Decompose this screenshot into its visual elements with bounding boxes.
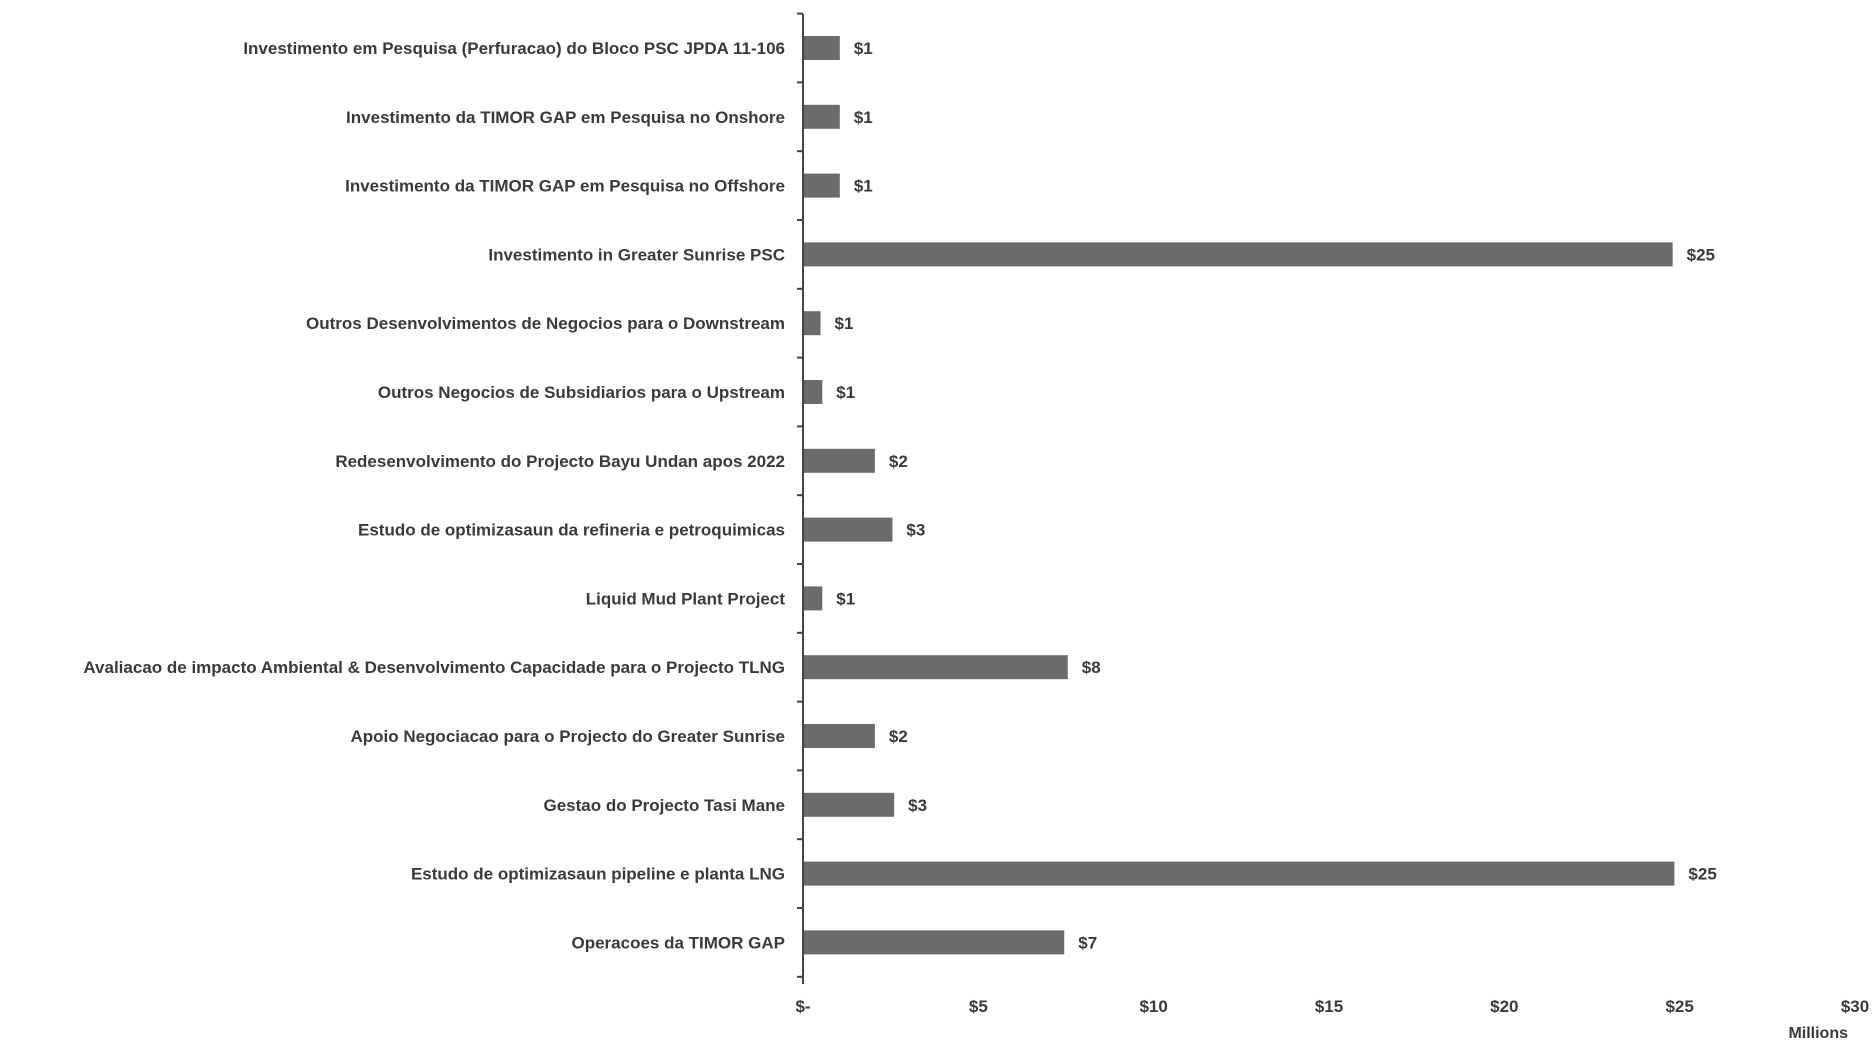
x-tick-label: $30 <box>1841 997 1869 1016</box>
data-label: $1 <box>836 589 855 608</box>
x-tick-label: $5 <box>969 997 988 1016</box>
bar <box>803 861 1675 886</box>
data-label: $2 <box>889 452 908 471</box>
data-label: $2 <box>889 727 908 746</box>
bar <box>803 448 875 473</box>
data-label: $3 <box>906 521 925 540</box>
data-label: $1 <box>854 39 873 58</box>
x-tick-labels: $- $5 $10 $15 $20 $25 $30 <box>795 997 1869 1016</box>
bars-layer <box>803 36 1675 955</box>
x-tick-label: $25 <box>1665 997 1693 1016</box>
category-label: Liquid Mud Plant Project <box>586 589 786 608</box>
x-tick-label: $- <box>795 997 810 1016</box>
category-labels: Investimento em Pesquisa (Perfuracao) do… <box>83 39 785 952</box>
bar <box>803 792 895 817</box>
x-unit-label: Millions <box>1788 1025 1848 1042</box>
data-label: $8 <box>1082 658 1101 677</box>
category-label: Investimento in Greater Sunrise PSC <box>488 245 785 264</box>
category-label: Redesenvolvimento do Projecto Bayu Undan… <box>335 452 785 471</box>
bar <box>803 586 823 611</box>
bar <box>803 930 1065 955</box>
category-label: Avaliacao de impacto Ambiental & Desenvo… <box>83 658 785 677</box>
category-label: Investimento da TIMOR GAP em Pesquisa no… <box>346 108 785 127</box>
category-label: Investimento da TIMOR GAP em Pesquisa no… <box>345 177 785 196</box>
data-label: $1 <box>836 383 855 402</box>
bar <box>803 724 875 748</box>
bar <box>803 36 840 60</box>
category-label: Operacoes da TIMOR GAP <box>572 933 786 952</box>
bar <box>803 517 893 542</box>
category-label: Estudo de optimizasaun da refineria e pe… <box>358 521 785 540</box>
data-label: $7 <box>1078 933 1097 952</box>
data-label: $3 <box>908 796 927 815</box>
data-label: $1 <box>835 314 854 333</box>
category-label: Apoio Negociacao para o Projecto do Grea… <box>350 727 785 746</box>
bar <box>803 311 821 336</box>
x-tick-label: $10 <box>1139 997 1167 1016</box>
x-tick-label: $20 <box>1490 997 1518 1016</box>
category-label: Estudo de optimizasaun pipeline e planta… <box>411 865 785 884</box>
category-label: Outros Negocios de Subsidiarios para o U… <box>378 383 785 402</box>
bar <box>803 380 823 404</box>
data-label: $25 <box>1687 245 1715 264</box>
data-label: $1 <box>854 177 873 196</box>
data-label: $1 <box>854 108 873 127</box>
category-label: Gestao do Projecto Tasi Mane <box>543 796 785 815</box>
category-label: Investimento em Pesquisa (Perfuracao) do… <box>243 39 785 58</box>
data-label: $25 <box>1688 865 1716 884</box>
bar <box>803 655 1068 680</box>
value-labels: $1 $1 $1 $25 $1 $1 $2 $3 $1 $8 $2 $3 $25 $7 <box>835 39 1717 952</box>
y-axis-ticks <box>797 12 803 978</box>
bar <box>803 242 1673 267</box>
bar <box>803 104 840 129</box>
category-label: Outros Desenvolvimentos de Negocios para… <box>306 314 785 333</box>
x-tick-label: $15 <box>1315 997 1343 1016</box>
bar <box>803 173 840 198</box>
